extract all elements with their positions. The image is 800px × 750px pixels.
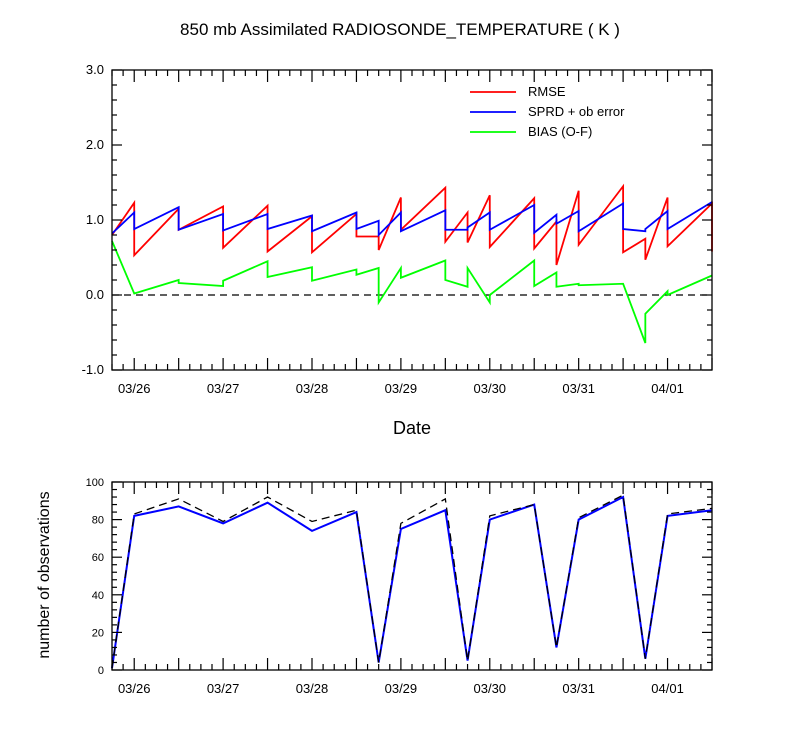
chart-title: 850 mb Assimilated RADIOSONDE_TEMPERATUR… (180, 20, 620, 39)
x-tick-label-obs: 03/27 (207, 681, 240, 696)
series-line-top-0 (111, 183, 713, 266)
y-tick-label-top: 1.0 (86, 212, 104, 227)
series-line-top-2 (111, 240, 713, 344)
y-tick-label-top: 3.0 (86, 62, 104, 77)
y-tick-label-top: 0.0 (86, 287, 104, 302)
y-tick-label-obs: 40 (92, 590, 104, 602)
x-tick-label-obs: 04/01 (651, 681, 684, 696)
legend-label-2: BIAS (O-F) (528, 124, 593, 139)
y-tick-label-obs: 60 (92, 552, 104, 564)
x-tick-label-top: 03/29 (385, 381, 418, 396)
x-tick-label-obs: 03/28 (296, 681, 329, 696)
y-axis-label-text: number of observations (36, 491, 53, 659)
x-tick-label-obs: 03/31 (562, 681, 595, 696)
x-tick-label-top: 03/30 (474, 381, 507, 396)
x-tick-label-obs: 03/30 (474, 681, 507, 696)
x-axis-label: Date (392, 418, 432, 438)
x-tick-label-top: 04/01 (651, 381, 684, 396)
x-tick-label-top: 03/28 (296, 381, 329, 396)
y-tick-label-obs: 80 (92, 515, 104, 527)
top-plot-area: 03/26 03/27 03/28 03/29 03/30 03/31 04/01 -1.0 0… (82, 62, 713, 396)
legend-label-0: RMSE (528, 84, 566, 99)
y-tick-label-obs: 0 (98, 665, 104, 677)
series-line-top-1 (111, 201, 713, 238)
x-tick-label-top: 03/31 (562, 381, 595, 396)
series-line-obs-0 (111, 495, 713, 669)
bottom-plot-area: 03/26 03/27 03/28 03/29 03/30 03/31 04/01 0 20 40… (86, 477, 713, 696)
y-tick-label-top: 2.0 (86, 137, 104, 152)
y-tick-label-top: -1.0 (82, 362, 104, 377)
x-tick-label-obs: 03/26 (118, 681, 151, 696)
x-tick-label-top: 03/27 (207, 381, 240, 396)
x-tick-label-top: 03/26 (118, 381, 151, 396)
series-line-obs-1 (111, 494, 713, 669)
legend-label-1: SPRD + ob error (528, 104, 625, 119)
y-tick-label-obs: 100 (86, 477, 104, 489)
y-tick-label-obs: 20 (92, 627, 104, 639)
x-tick-label-obs: 03/29 (385, 681, 418, 696)
